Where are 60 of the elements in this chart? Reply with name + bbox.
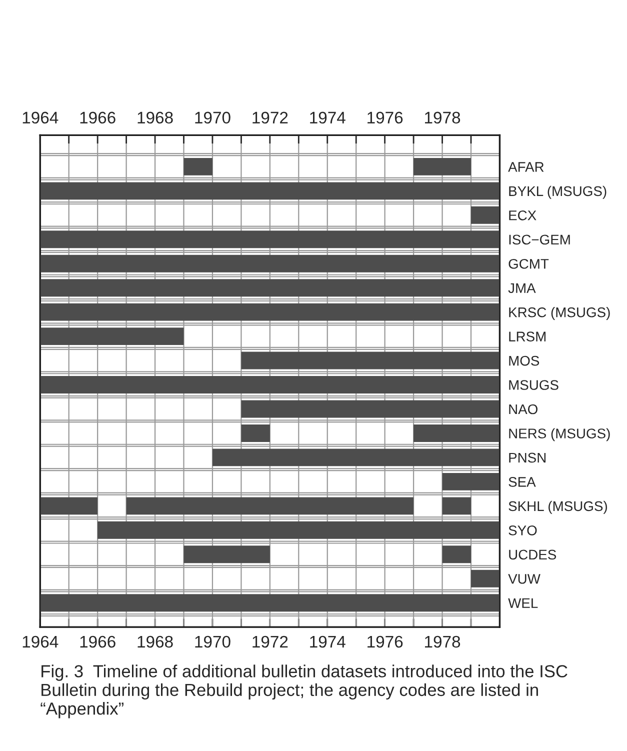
bar (442, 497, 471, 515)
bar (40, 303, 500, 321)
bar (40, 279, 500, 297)
bar (442, 546, 471, 564)
y-tick-label: LRSM (509, 332, 546, 342)
x-tick-label: 1966 (80, 636, 116, 648)
x-tick-label: 1976 (368, 636, 403, 648)
y-tick-label: MSUGS (509, 380, 558, 390)
bar (442, 472, 500, 490)
x2-tick-label: 1964 (22, 112, 58, 124)
y-tick-label: UCDES (509, 550, 556, 560)
caption: Fig. 3 Timeline of additional bulletin datasets introduced into the ISC Bulletin during the Rebuild project; the agency codes are listed in “Appendix” (40, 664, 568, 718)
bar (40, 497, 98, 515)
bar (40, 182, 500, 200)
y-tick-label: SYO (508, 525, 537, 536)
y-tick-label: AFAR (508, 162, 544, 172)
y-tick-label: ECX (509, 210, 536, 220)
bar (241, 424, 270, 442)
x2-tick-label: 1974 (310, 112, 346, 124)
x2-tick-label: 1968 (138, 112, 173, 124)
y-tick-label: PNSN (509, 452, 546, 463)
bar (184, 546, 270, 564)
y-tick-label: KRSC (MSUGS) (509, 307, 610, 320)
x-tick-label: 1972 (252, 636, 288, 648)
bar (414, 158, 471, 176)
x-tick-label: 1970 (195, 636, 230, 648)
bar (98, 521, 500, 539)
x2-tick-label: 1966 (80, 112, 116, 124)
y-tick-label: VUW (508, 574, 540, 584)
bar (40, 376, 500, 394)
bar (470, 206, 500, 224)
x2-tick-label: 1970 (195, 112, 230, 124)
bar (212, 448, 500, 466)
x-tick-label: 1968 (138, 636, 173, 648)
y-tick-label: NERS (MSUGS) (509, 428, 610, 442)
x-tick-label: 1964 (22, 636, 58, 648)
y-tick-label: JMA (508, 283, 536, 294)
x-tick-label: 1974 (310, 636, 346, 648)
x2-tick-label: 1978 (425, 112, 460, 124)
bar (40, 594, 500, 612)
bar (40, 328, 184, 346)
bar (241, 352, 500, 370)
bar (40, 254, 500, 272)
x2-tick-label: 1972 (252, 112, 288, 124)
y-tick-label: GCMT (508, 258, 549, 269)
bar (184, 158, 212, 176)
y-tick-label: BYKL (MSUGS) (509, 186, 606, 199)
y-tick-label: MOS (509, 356, 540, 366)
y-tick-label: NAO (509, 404, 538, 414)
bar (470, 570, 500, 588)
y-tick-label: SEA (508, 477, 536, 487)
y-tick-label: WEL (508, 598, 538, 608)
y-tick-label: SKHL (MSUGS) (508, 500, 607, 514)
bar (126, 497, 414, 515)
y-tick-label: ISC−GEM (509, 234, 570, 245)
x2-tick-label: 1976 (368, 112, 403, 124)
x-tick-label: 1978 (425, 636, 460, 648)
bar (40, 230, 500, 248)
bar (414, 424, 500, 442)
bar (241, 400, 500, 418)
